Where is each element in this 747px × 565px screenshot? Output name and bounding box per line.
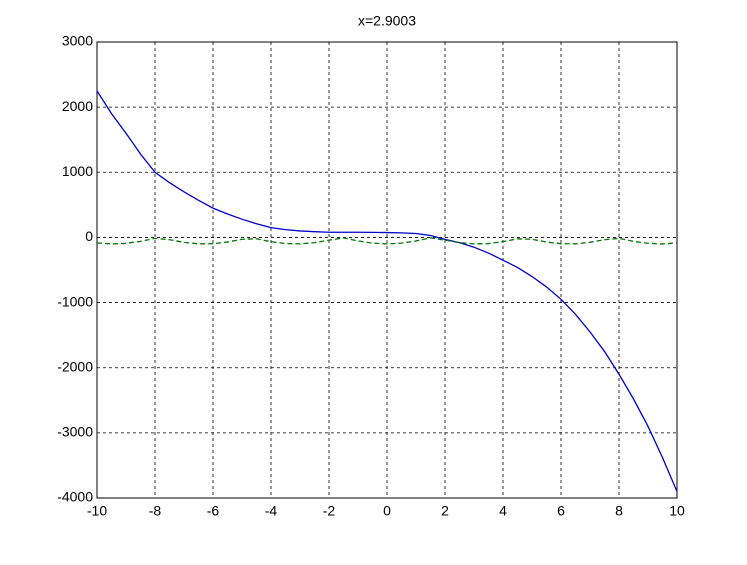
y-tick-label: -3000 <box>57 424 93 440</box>
y-tick-label: -4000 <box>57 489 93 505</box>
x-tick-label: 8 <box>615 503 623 519</box>
y-tick-label: -1000 <box>57 293 93 309</box>
x-tick-label: 6 <box>557 503 565 519</box>
x-tick-label: 2 <box>441 503 449 519</box>
series-line <box>96 90 678 492</box>
y-tick-label: -2000 <box>57 358 93 374</box>
y-tick-label: 2000 <box>62 98 93 114</box>
x-tick-label: -6 <box>207 503 220 519</box>
x-tick-label: 4 <box>499 503 507 519</box>
x-tick-label: -4 <box>265 503 278 519</box>
x-tick-label: 0 <box>383 503 391 519</box>
x-tick-label: 10 <box>669 503 685 519</box>
axes-box <box>96 41 678 499</box>
y-tick-label: 0 <box>85 228 93 244</box>
series-line <box>96 237 678 245</box>
x-tick-label: -10 <box>87 503 107 519</box>
x-tick-label: -8 <box>149 503 162 519</box>
y-tick-label: 3000 <box>62 33 93 49</box>
y-tick-label: 1000 <box>62 163 93 179</box>
chart-title: x=2.9003 <box>358 13 416 29</box>
x-tick-label: -2 <box>323 503 336 519</box>
